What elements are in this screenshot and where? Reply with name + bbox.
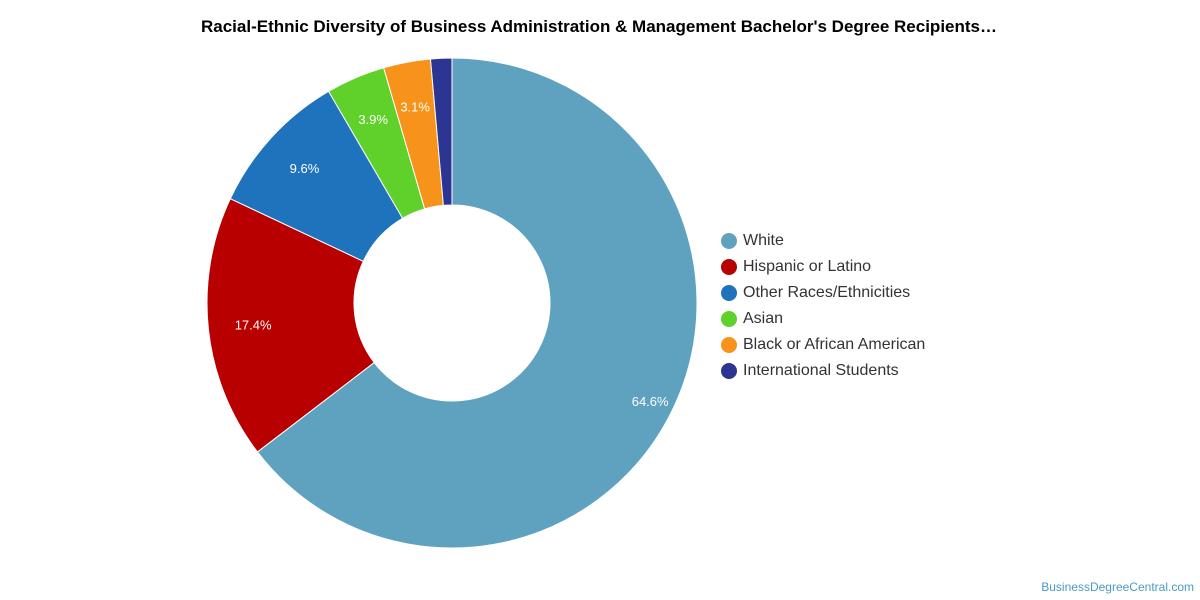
data-label-other-races-ethnicities: 9.6% (290, 161, 320, 176)
legend-label: Hispanic or Latino (743, 258, 872, 275)
data-label-asian: 3.9% (358, 112, 388, 127)
legend-swatch (721, 233, 737, 249)
legend-item-other-races-ethnicities[interactable]: Other Races/Ethnicities (721, 280, 925, 306)
legend-label: White (743, 232, 784, 249)
legend-swatch (721, 311, 737, 327)
legend-label: Black or African American (743, 336, 926, 353)
legend-swatch (721, 259, 737, 275)
legend-item-black-or-african-american[interactable]: Black or African American (721, 332, 925, 358)
chart-title: Racial-Ethnic Diversity of Business Admi… (200, 17, 997, 36)
slice-hispanic-or-latino[interactable] (206, 198, 375, 453)
legend-swatch (721, 337, 737, 353)
legend-swatch (721, 363, 737, 379)
legend-item-hispanic-or-latino[interactable]: Hispanic or Latino (721, 254, 925, 280)
legend-label: International Students (743, 362, 899, 379)
source-credit[interactable]: BusinessDegreeCentral.com (1041, 580, 1194, 594)
legend-item-international-students[interactable]: International Students (721, 358, 925, 384)
legend-item-asian[interactable]: Asian (721, 306, 925, 332)
slice-white[interactable] (256, 57, 698, 549)
slice-international-students[interactable] (429, 57, 453, 206)
legend-label: Other Races/Ethnicities (743, 284, 911, 301)
legend-swatch (721, 285, 737, 301)
data-label-black-or-african-american: 3.1% (400, 99, 430, 114)
data-label-white: 64.6% (632, 394, 669, 409)
legend-item-white[interactable]: White (721, 228, 925, 254)
data-label-hispanic-or-latino: 17.4% (235, 317, 272, 332)
legend: White Hispanic or Latino Other Races/Ethni… (721, 228, 925, 384)
legend-label: Asian (743, 310, 784, 327)
